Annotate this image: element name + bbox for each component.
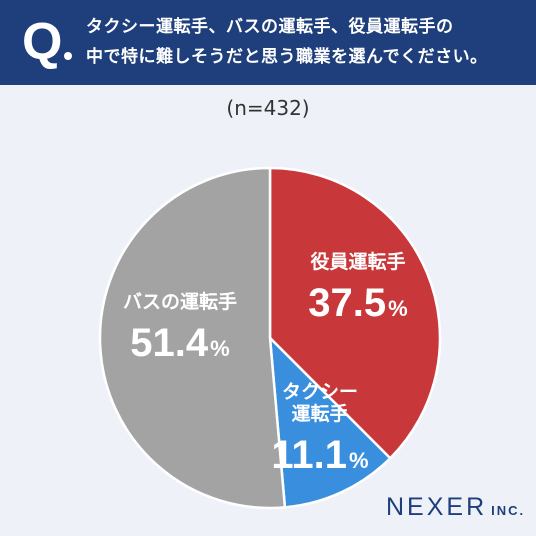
question-line-1: タクシー運転手、バスの運転手、役員運転手の bbox=[86, 17, 454, 37]
pie-slice bbox=[268, 336, 392, 509]
pie-slices bbox=[98, 166, 442, 510]
slice-label: 運転手 bbox=[291, 402, 348, 425]
slice-value-label: 37.5% bbox=[308, 281, 407, 325]
slice-label: タクシー bbox=[282, 381, 358, 403]
question-line-2: 中で特に難しそうだと思う職業を選んでください。 bbox=[86, 47, 488, 67]
question-text: タクシー運転手、バスの運転手、役員運転手の 中で特に難しそうだと思う職業を選んで… bbox=[86, 12, 526, 72]
pie-slice bbox=[98, 166, 287, 510]
slice-label: 役員運転手 bbox=[310, 250, 405, 273]
slice-value-label: 11.1% bbox=[271, 433, 368, 477]
brand-logo: NEXER INC. bbox=[386, 493, 525, 522]
question-dot bbox=[64, 52, 72, 60]
question-header: Q タクシー運転手、バスの運転手、役員運転手の 中で特に難しそうだと思う職業を選… bbox=[0, 0, 536, 85]
pie-slice bbox=[268, 166, 442, 460]
slice-label: バスの運転手 bbox=[123, 290, 237, 313]
pie-labels: 役員運転手 37.5% タクシー運転手 11.1% バスの運転手 51.4% bbox=[123, 250, 408, 477]
brand-name: NEXER bbox=[386, 493, 488, 521]
slice-value-label: 51.4% bbox=[130, 321, 229, 365]
question-mark: Q bbox=[22, 13, 63, 71]
sample-size: (n=432) bbox=[226, 96, 310, 120]
brand-suffix: INC. bbox=[491, 503, 526, 518]
